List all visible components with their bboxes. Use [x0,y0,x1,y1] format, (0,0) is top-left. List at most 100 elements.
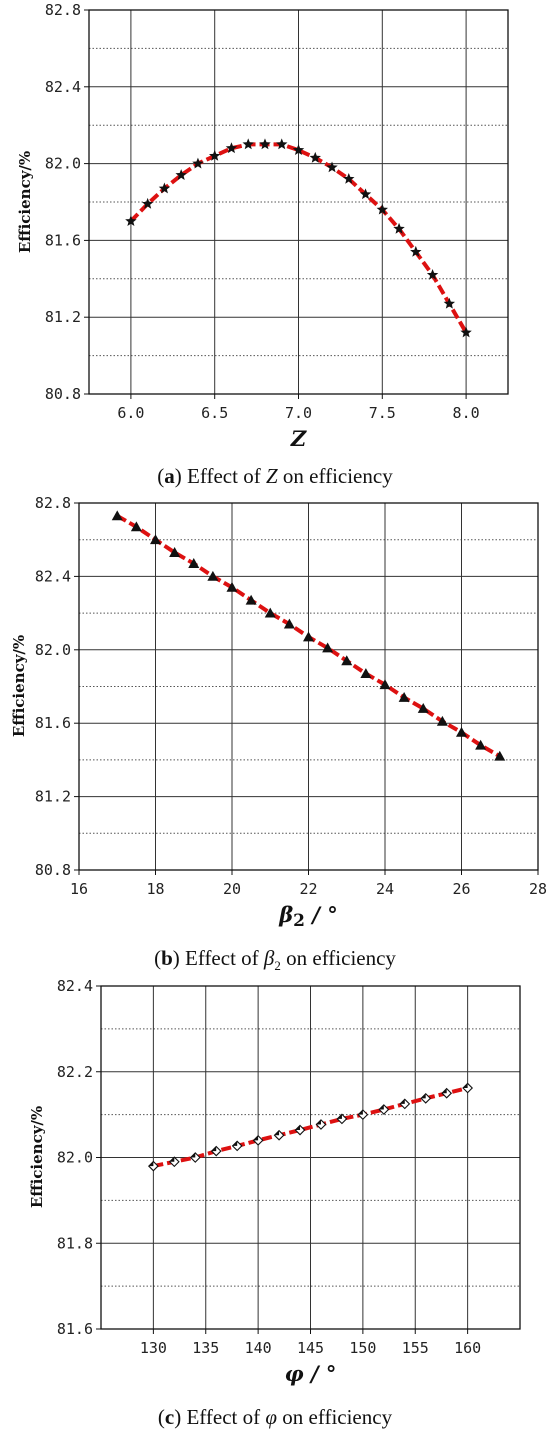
data-point [294,1124,306,1136]
data-point [475,739,487,750]
x-tick-label: 160 [454,1339,481,1357]
data-point [252,1134,264,1146]
chart-b: 80.8 81.2 81.6 82.0 82.4 82.8 16 18 20 22 24 26 28 Ef… [10,494,547,931]
data-point [264,607,276,618]
x-tick-label: 6.5 [201,404,228,422]
x-tick-label: 135 [192,1339,219,1357]
marker-diamond-fill [337,1114,342,1119]
data-point [341,655,353,666]
x-tick-label: 140 [245,1339,272,1357]
data-point [410,245,422,257]
data-point [273,1129,285,1141]
y-tick-label: 82.4 [57,977,93,995]
data-point [207,570,219,581]
data-point [276,138,288,150]
data-point [225,142,238,154]
y-tick-label: 81.6 [45,231,81,249]
y-tick-label: 81.6 [57,1320,93,1338]
data-point [189,1152,201,1163]
data-point [150,534,161,545]
x-axis-label: β2 / ° [278,902,338,931]
data-point [359,188,372,200]
marker-diamond-fill [400,1099,405,1104]
x-tick-label: 6.0 [117,404,144,422]
data-point [378,1104,390,1115]
x-tick-label: 20 [223,880,241,898]
x-tick-label: 24 [376,880,394,898]
data-point [292,144,305,156]
marker-diamond-fill [211,1146,217,1152]
data-point [420,1092,432,1104]
x-tick-label: 8.0 [453,404,480,422]
chart-c: 81.6 81.8 82.0 82.2 82.4 130 135 140 145 150 155 16… [28,977,521,1386]
y-tick-label: 81.2 [35,788,71,806]
data-point [393,222,405,234]
marker-diamond-fill [274,1130,280,1136]
data-point [379,679,391,690]
data-point [443,297,456,309]
data-point [141,197,154,209]
data-point [169,547,181,557]
x-tick-label: 155 [402,1339,429,1357]
data-point [436,715,448,726]
data-point [426,268,439,280]
data-point [357,1109,369,1121]
data-point [336,1113,348,1125]
data-point [147,1160,159,1172]
marker-diamond-fill [190,1152,196,1158]
data-point [188,558,200,568]
data-point [322,642,334,653]
data-point [303,631,314,642]
caption-a: (a) Effect of Z on efficiency [157,464,393,488]
chart-a: 80.8 81.2 81.6 82.0 82.4 82.8 6.0 6.5 7.0 7.5 8.0 E… [16,1,509,451]
data-point [192,157,204,169]
data-point [360,668,372,679]
data-point [315,1119,327,1130]
data-point [208,149,221,161]
plot-frame [88,9,509,395]
x-axis-label: φ / ° [285,1361,337,1386]
y-tick-label: 82.4 [45,78,81,96]
y-tick-label: 82.0 [45,155,81,173]
data-point [462,1082,474,1094]
marker-diamond-fill [169,1157,175,1162]
series-line [129,142,468,334]
marker-diamond-fill [379,1104,384,1110]
data-point [417,703,429,713]
y-axis-label: Efficiency/% [10,635,28,737]
x-tick-label: 7.5 [369,404,396,422]
data-point [242,138,254,150]
x-tick-label: 145 [297,1339,324,1357]
data-point [111,510,123,521]
marker-diamond-fill [148,1161,154,1167]
y-tick-label: 81.2 [45,308,81,326]
data-point [456,726,467,737]
x-tick-label: 7.0 [285,404,312,422]
y-tick-label: 82.2 [57,1063,93,1081]
data-point [231,1140,243,1152]
series-line [152,1086,469,1169]
data-point [259,138,271,150]
plot-frame [100,985,521,1330]
data-point [309,151,321,163]
data-point [245,594,257,605]
data-point [226,581,238,592]
marker-diamond-fill [358,1110,363,1115]
x-tick-label: 130 [140,1339,167,1357]
y-tick-label: 81.6 [35,714,71,732]
data-point [175,169,187,180]
data-point [398,692,410,702]
caption-c: (c) Effect of φ on efficiency [157,1405,393,1429]
data-point [376,203,389,215]
marker-diamond-fill [295,1125,301,1131]
y-tick-label: 82.0 [57,1149,93,1167]
x-tick-label: 150 [349,1339,376,1357]
x-axis-label: Z [290,426,307,451]
y-tick-label: 80.8 [45,385,81,403]
data-point [494,750,506,761]
data-point [158,182,171,194]
marker-diamond-fill [421,1093,426,1099]
data-point [168,1156,180,1168]
marker-diamond-fill [463,1083,468,1089]
